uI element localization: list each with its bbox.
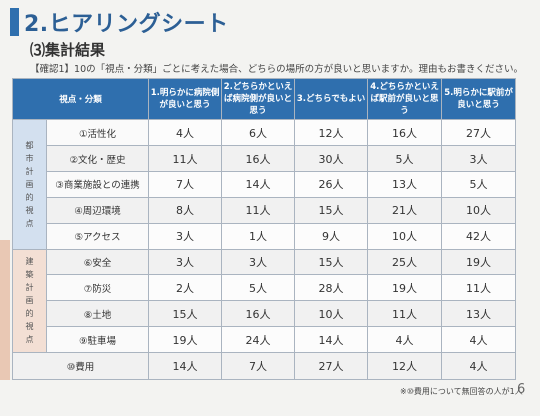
table-cell: 19人 (441, 248, 517, 276)
group-label-urban: 都市計画的視点 (12, 119, 47, 250)
table-cell: 10人 (441, 196, 517, 224)
table-cell: 4人 (441, 351, 517, 381)
table-cell: 16人 (221, 300, 296, 328)
row-label: ⑥安全 (45, 248, 150, 276)
table-cell: 3人 (221, 248, 296, 276)
page-heading: 2.ヒアリングシート (24, 12, 229, 37)
table-row: 建築計画的視点 ⑥安全 3人 3人 15人 25人 19人 (12, 248, 517, 353)
table-row: ⑦防災 2人 5人 28人 19人 11人 (13, 274, 517, 302)
table-cell: 19人 (367, 274, 443, 302)
table-cell: 6人 (221, 119, 296, 147)
table-cell: 27人 (441, 119, 517, 147)
table-cell: 26人 (294, 171, 369, 198)
table-header-row: 視点・分類 1.明らかに病院側が良いと思う 2.どちらかといえば病院側が良いと思… (11, 77, 517, 121)
section-subheading: ⑶集計結果 (30, 41, 106, 59)
table-row: ⑩費用 14人 7人 27人 12人 4人 (11, 351, 517, 381)
table-cell: 25人 (367, 248, 443, 276)
results-table: 視点・分類 1.明らかに病院側が良いと思う 2.どちらかといえば病院側が良いと思… (11, 77, 517, 381)
left-edge-strip (0, 240, 10, 380)
table-cell: 5人 (221, 274, 296, 302)
footnote: ※⑩費用について無回答の人が1人 (400, 387, 523, 396)
table-cell: 15人 (294, 196, 369, 224)
table-cell: 11人 (221, 196, 296, 224)
column-header: 1.明らかに病院側が良いと思う (148, 77, 223, 121)
table-row: ⑤アクセス 3人 1人 9人 10人 42人 (13, 222, 517, 250)
table-cell: 16人 (367, 119, 443, 147)
row-label: ⑦防災 (45, 274, 150, 302)
row-label: ⑤アクセス (45, 222, 150, 250)
table-cell: 3人 (148, 222, 223, 250)
table-cell: 7人 (148, 171, 223, 198)
table-cell: 2人 (148, 274, 223, 302)
table-cell: 9人 (294, 222, 369, 250)
table-cell: 5人 (441, 171, 517, 198)
table-cell: 27人 (294, 351, 369, 381)
table-cell: 11人 (367, 300, 443, 328)
row-label: ⑩費用 (11, 351, 150, 381)
row-label: ①活性化 (45, 119, 150, 147)
table-cell: 13人 (367, 171, 443, 198)
table-cell: 13人 (441, 300, 517, 328)
table-cell: 16人 (221, 145, 296, 173)
table-cell: 3人 (148, 248, 223, 276)
column-header: 3.どちらでもよい (294, 77, 369, 121)
table-cell: 5人 (367, 145, 443, 173)
row-label: ⑧土地 (45, 300, 150, 328)
table-cell: 4人 (148, 119, 223, 147)
table-cell: 11人 (441, 274, 517, 302)
table-row: 都市計画的視点 ①活性化 4人 6人 12人 16人 27人 (12, 119, 517, 250)
table-cell: 8人 (148, 196, 223, 224)
question-text: 【確認1】10の「視点・分類」ごとに考えた場合、どちらの場所の方が良いと思います… (30, 64, 523, 75)
row-label: ③商業施設との連携 (45, 171, 150, 198)
table-cell: 11人 (148, 145, 223, 173)
column-header: 5.明らかに駅前が良いと思う (441, 77, 517, 121)
row-label: ②文化・歴史 (45, 145, 150, 173)
table-cell: 14人 (148, 351, 223, 381)
table-cell: 15人 (148, 300, 223, 328)
corner-header: 視点・分類 (11, 77, 150, 121)
table-cell: 1人 (221, 222, 296, 250)
table-row: ④周辺環境 8人 11人 15人 21人 10人 (13, 196, 517, 224)
table-cell: 28人 (294, 274, 369, 302)
row-label: ⑨駐車場 (45, 326, 150, 353)
table-cell: 4人 (367, 326, 443, 353)
group-label-architecture: 建築計画的視点 (12, 248, 47, 353)
table-cell: 4人 (441, 326, 517, 353)
page-number: 6 (517, 382, 526, 397)
table-row: ③商業施設との連携 7人 14人 26人 13人 5人 (13, 171, 517, 198)
column-header: 4.どちらかといえば駅前が良いと思う (367, 77, 443, 121)
table-cell: 24人 (221, 326, 296, 353)
table-cell: 42人 (441, 222, 517, 250)
table-cell: 12人 (294, 119, 369, 147)
table-cell: 10人 (294, 300, 369, 328)
heading-accent-bar (10, 8, 19, 36)
table-row: ⑧土地 15人 16人 10人 11人 13人 (13, 300, 517, 328)
table-cell: 7人 (221, 351, 296, 381)
table-cell: 21人 (367, 196, 443, 224)
table-cell: 3人 (441, 145, 517, 173)
row-label: ④周辺環境 (45, 196, 150, 224)
table-cell: 14人 (221, 171, 296, 198)
table-cell: 19人 (148, 326, 223, 353)
table-cell: 15人 (294, 248, 369, 276)
table-cell: 14人 (294, 326, 369, 353)
column-header: 2.どちらかといえば病院側が良いと思う (221, 77, 296, 121)
table-row: ②文化・歴史 11人 16人 30人 5人 3人 (13, 145, 517, 173)
table-cell: 10人 (367, 222, 443, 250)
table-row: ⑨駐車場 19人 24人 14人 4人 4人 (13, 326, 517, 353)
table-cell: 30人 (294, 145, 369, 173)
table-cell: 12人 (367, 351, 443, 381)
